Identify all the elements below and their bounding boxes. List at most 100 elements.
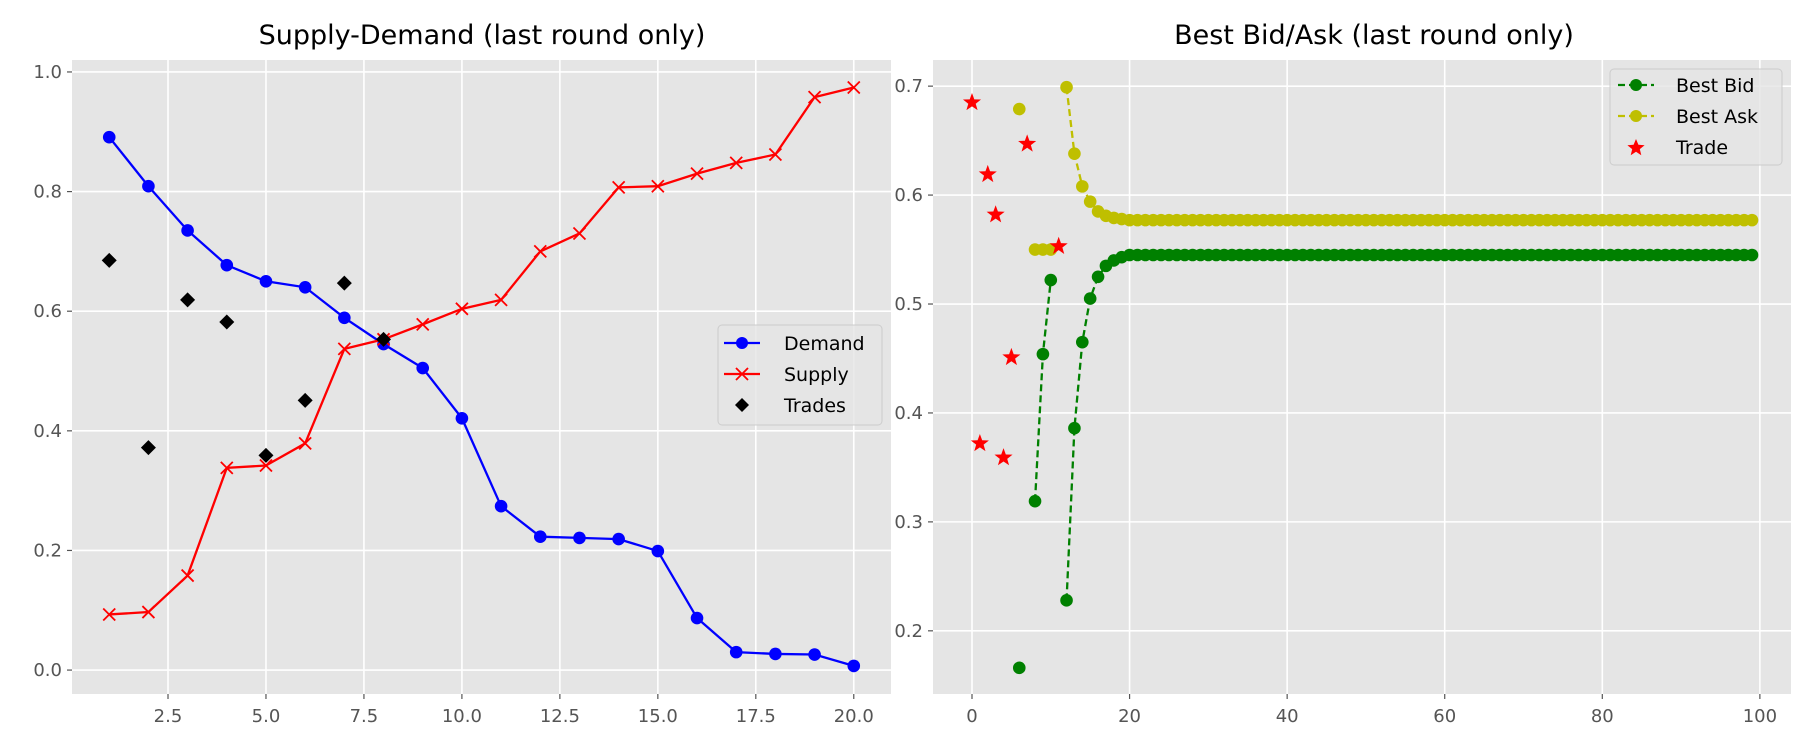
series-layer (101, 80, 861, 673)
y-tick-label: 0.8 (33, 182, 62, 203)
data-point-best-bid (1083, 292, 1097, 305)
data-point-supply (141, 605, 156, 619)
data-point-best-bid (1036, 347, 1050, 361)
series-best-ask (1012, 80, 1759, 256)
tick-labels: 2.5 5.0 7.5 10.0 12.5 15.0 17.5 20.0 0.0 0.2 0.4 0.… (33, 62, 873, 727)
legend-label-best-ask: Best Ask (1676, 106, 1758, 128)
y-tick-label: 1.0 (33, 62, 62, 83)
tick-labels: 0 20 40 60 80 100 0.2 0.3 0.4 0.5 0.6 0.7 (894, 76, 1777, 727)
x-tick-label: 12.5 (540, 706, 580, 727)
legend-marker-demand (736, 337, 748, 349)
series-trades (101, 252, 392, 463)
series-layer (962, 80, 1759, 675)
data-point-supply (690, 167, 704, 181)
legend: Best Bid Best Ask Trade (1609, 68, 1783, 166)
x-tick-label: 20.0 (834, 706, 874, 727)
legend-label-best-bid: Best Bid (1676, 75, 1755, 97)
x-tick-label: 80 (1591, 706, 1614, 727)
data-point-best-ask (1076, 180, 1089, 193)
data-point-supply (337, 342, 351, 356)
data-point-best-bid (1044, 273, 1058, 287)
data-point-demand (847, 659, 861, 673)
plot-area (933, 60, 1791, 694)
x-tick-label: 20 (1118, 706, 1141, 727)
legend-label-trade: Trade (1675, 137, 1728, 159)
data-point-demand (298, 280, 312, 294)
legend-box (1609, 68, 1783, 166)
series-trade (962, 92, 1068, 466)
data-point-best-bid (1060, 594, 1073, 607)
data-point-demand (769, 647, 782, 661)
series-best-bid (1012, 248, 1759, 675)
supply-demand-chart: Supply-Demand (last round only) 2.5 5.0 7.… (33, 20, 891, 727)
data-point-best-ask (1060, 80, 1073, 94)
y-tick-label: 0.7 (894, 76, 923, 97)
legend-label-trades: Trades (783, 395, 846, 417)
data-point-demand (455, 411, 469, 425)
data-point-demand (690, 611, 704, 625)
data-point-demand (729, 645, 743, 659)
x-tick-label: 10.0 (442, 706, 482, 727)
data-point-supply (612, 180, 626, 195)
legend-marker-best-bid (1630, 79, 1642, 91)
chart-title: Best Bid/Ask (last round only) (1174, 20, 1574, 51)
data-point-trades (180, 292, 196, 308)
data-point-demand (102, 130, 116, 144)
data-point-trade (994, 448, 1013, 466)
data-point-best-bid (1091, 270, 1105, 284)
x-tick-label: 0 (966, 706, 977, 727)
y-tick-label: 0.0 (33, 660, 62, 681)
data-point-trades (297, 392, 313, 408)
x-tick-label: 7.5 (350, 706, 379, 727)
y-tick-label: 0.2 (894, 621, 923, 642)
data-point-best-bid (1068, 421, 1081, 435)
data-point-demand (338, 311, 351, 325)
data-point-trades (101, 252, 117, 268)
data-point-demand (220, 258, 234, 272)
y-tick-label: 0.5 (894, 294, 923, 315)
data-point-trade (978, 164, 997, 183)
data-point-trades (258, 447, 274, 463)
data-point-trades (140, 440, 156, 456)
data-point-demand (494, 499, 508, 513)
y-tick-label: 0.3 (894, 512, 923, 533)
legend-marker-trade (1627, 139, 1645, 156)
data-point-supply (729, 156, 743, 170)
chart-title: Supply-Demand (last round only) (259, 20, 706, 51)
legend-marker-supply (735, 367, 749, 381)
data-point-trades (336, 275, 352, 291)
series-line-supply (109, 86, 855, 616)
data-point-supply (102, 607, 116, 622)
data-point-best-bid (1076, 335, 1089, 349)
data-point-demand (612, 532, 625, 546)
x-tick-label: 17.5 (736, 706, 776, 727)
data-point-trade (1002, 347, 1021, 366)
x-tick-label: 100 (1743, 706, 1777, 727)
series-line-demand (108, 136, 855, 667)
legend-label-supply: Supply (784, 364, 849, 386)
y-tick-label: 0.6 (894, 185, 923, 206)
data-point-best-bid (1012, 661, 1026, 675)
data-point-trade (962, 92, 982, 111)
data-point-supply (180, 568, 195, 583)
data-point-demand (142, 179, 155, 193)
x-tick-label: 15.0 (638, 706, 678, 727)
data-point-best-ask (1068, 147, 1081, 160)
legend-marker-trades (735, 398, 749, 412)
data-point-trade (1049, 236, 1068, 254)
data-point-trade (1018, 134, 1037, 152)
data-point-trades (376, 331, 392, 347)
data-point-supply (494, 293, 508, 307)
data-point-demand (573, 531, 586, 545)
y-tick-label: 0.6 (33, 301, 62, 322)
series-supply (102, 80, 861, 622)
data-point-supply (651, 179, 665, 193)
data-point-demand (533, 530, 547, 543)
data-point-best-bid (1745, 248, 1759, 262)
data-point-demand (651, 544, 665, 558)
y-tick-label: 0.2 (33, 540, 62, 561)
data-point-demand (808, 648, 821, 661)
data-point-supply (572, 226, 587, 241)
x-tick-label: 2.5 (154, 706, 183, 727)
